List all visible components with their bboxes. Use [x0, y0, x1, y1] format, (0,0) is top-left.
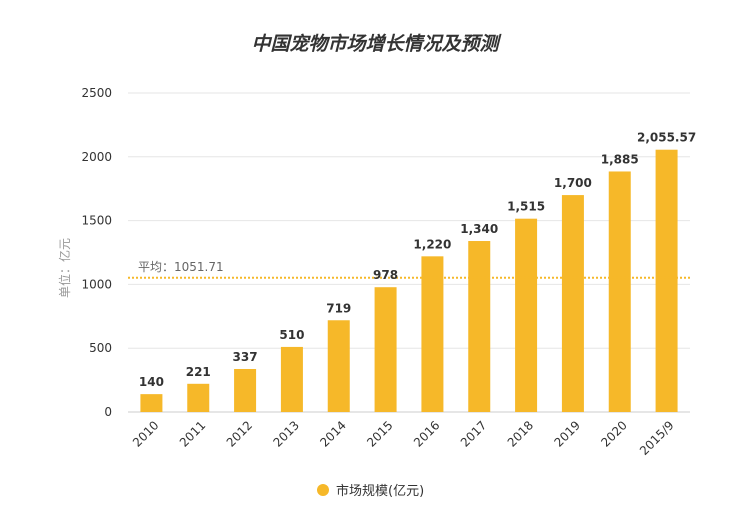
legend[interactable]: 市场规模(亿元) [317, 483, 424, 499]
average-label: 平均：1051.71 [138, 260, 224, 274]
x-tick-label: 2020 [598, 418, 629, 449]
bar[interactable] [561, 195, 584, 412]
data-label: 2,055.57 [637, 131, 696, 145]
x-tick-label: 2014 [317, 418, 348, 449]
data-label: 1,340 [460, 222, 498, 236]
y-tick-label: 0 [104, 405, 112, 419]
x-tick-label: 2010 [130, 418, 161, 449]
x-tick-label: 2015/9 [637, 418, 677, 458]
bar[interactable] [234, 368, 257, 412]
data-label: 1,700 [554, 176, 592, 190]
data-label: 1,885 [601, 152, 639, 166]
x-tick-label: 2012 [224, 418, 255, 449]
data-label: 719 [326, 301, 351, 315]
legend-marker [317, 484, 329, 496]
y-tick-label: 2000 [81, 150, 112, 164]
data-label: 221 [186, 365, 211, 379]
x-tick-label: 2019 [552, 418, 583, 449]
bars [140, 149, 678, 412]
x-tick-label: 2017 [458, 418, 489, 449]
y-tick-label: 500 [89, 341, 112, 355]
bar[interactable] [608, 171, 631, 412]
data-label: 140 [139, 375, 164, 389]
bar[interactable] [421, 256, 444, 412]
y-axis-ticks: 0 500 1000 1500 2000 2500 [81, 86, 112, 419]
legend-label: 市场规模(亿元) [336, 483, 424, 499]
bar[interactable] [327, 320, 350, 412]
x-tick-label: 2011 [177, 418, 208, 449]
gridlines [128, 92, 690, 413]
chart-title: 中国宠物市场增长情况及预测 [251, 33, 502, 55]
x-axis-ticks: 2010 2011 2012 2013 2014 2015 2016 2017 2018 2019… [130, 418, 677, 458]
x-tick-label: 2018 [505, 418, 536, 449]
bar[interactable] [468, 241, 491, 412]
bar[interactable] [187, 383, 210, 412]
bar[interactable] [140, 394, 163, 412]
average-line-group: 平均：1051.71 [128, 260, 690, 279]
data-label: 510 [279, 328, 304, 342]
y-tick-label: 1000 [81, 277, 112, 291]
data-label: 1,515 [507, 200, 545, 214]
data-label: 1,220 [413, 237, 451, 251]
bar[interactable] [515, 218, 538, 412]
y-axis-label: 单位：亿元 [57, 238, 72, 298]
x-tick-label: 2013 [271, 418, 302, 449]
data-labels: 140 221 337 510 719 978 1,220 1,340 1,515 1,700 1,… [139, 131, 696, 389]
y-tick-label: 1500 [81, 214, 112, 228]
data-label: 978 [373, 268, 398, 282]
data-label: 337 [233, 350, 258, 364]
bar[interactable] [280, 346, 303, 412]
x-tick-label: 2016 [411, 418, 442, 449]
x-tick-label: 2015 [364, 418, 395, 449]
bar[interactable] [374, 287, 397, 412]
bar[interactable] [655, 149, 678, 412]
y-tick-label: 2500 [81, 86, 112, 100]
